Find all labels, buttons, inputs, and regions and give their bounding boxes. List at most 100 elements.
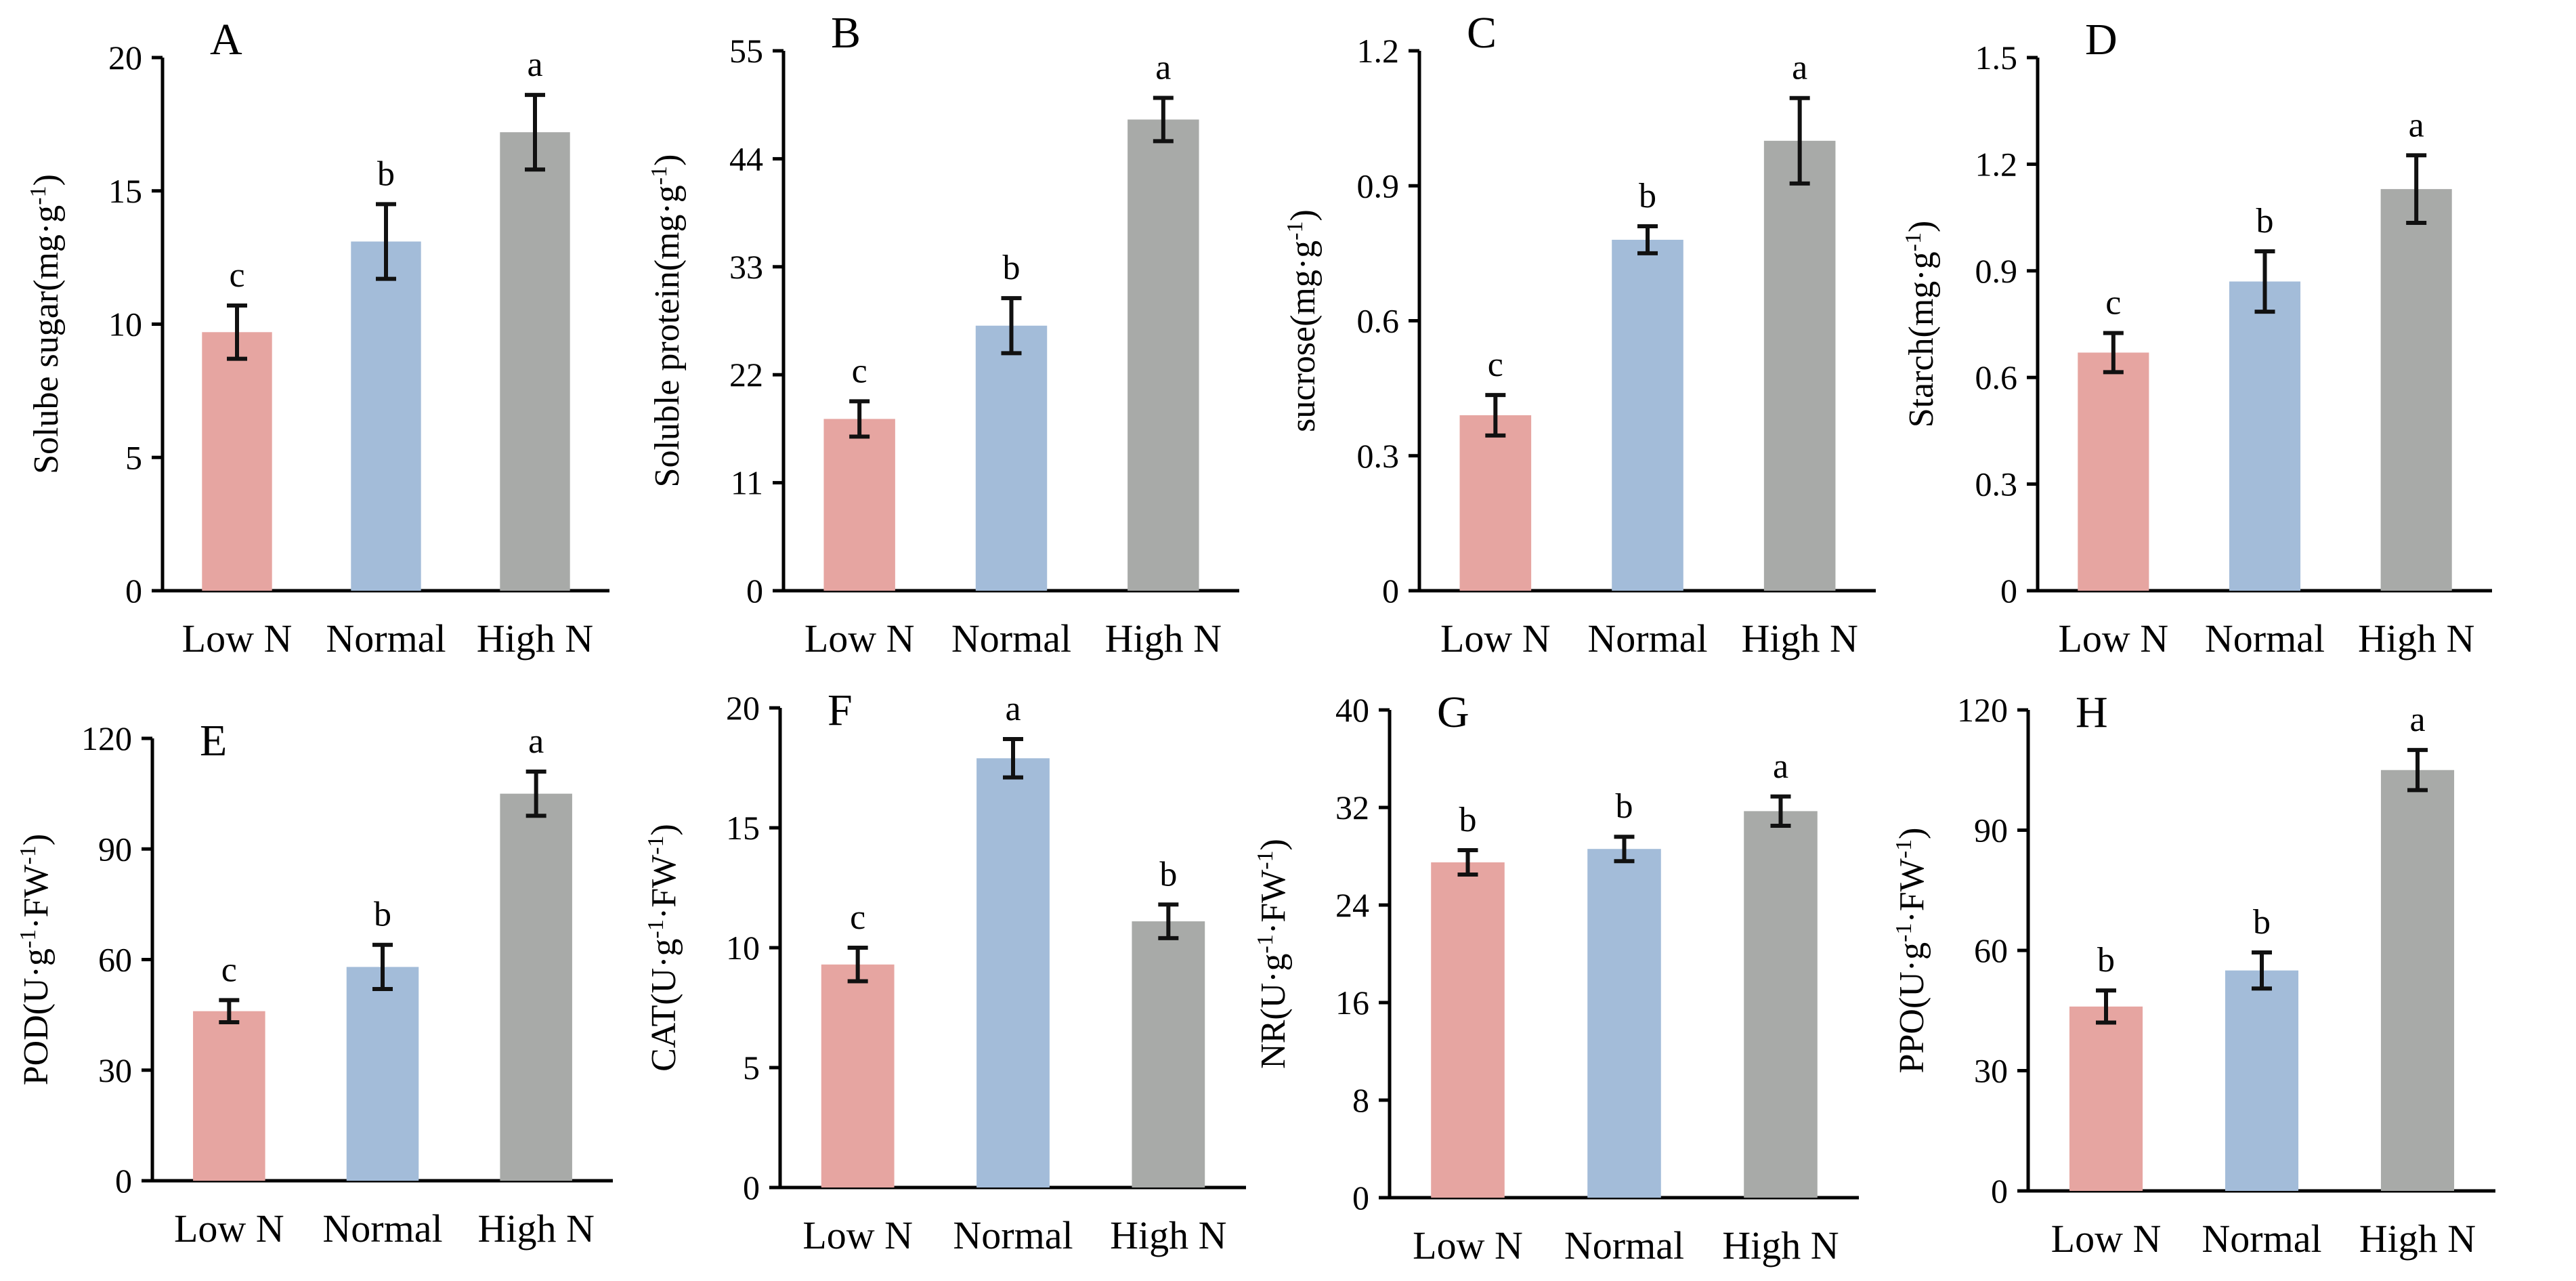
significance-letter: c	[852, 352, 867, 390]
x-category-label: Low N	[1413, 1223, 1523, 1267]
y-tick-label: 0	[115, 1162, 132, 1200]
y-tick-label: 24	[1335, 886, 1369, 924]
panel-c: 0 0.3 0.6 0.9 1.2 c Low N b Normal a High N Csucros…	[1283, 8, 1876, 660]
x-category-label: Normal	[1564, 1223, 1684, 1267]
bar-high-n	[2380, 189, 2452, 591]
bar-normal	[346, 967, 419, 1181]
y-tick-label: 0	[1382, 572, 1399, 610]
y-axis-label-superscript: -1	[1253, 934, 1278, 953]
panel-letter: F	[828, 686, 853, 735]
y-axis-label-text: )	[1254, 839, 1293, 850]
x-category-label: High N	[2359, 1217, 2476, 1261]
y-tick-label: 11	[731, 464, 763, 502]
panel-letter: G	[1437, 688, 1469, 737]
bar-high-n	[1744, 811, 1818, 1198]
y-tick-label: 0	[1991, 1172, 2008, 1210]
y-axis-label-text: Starch(mg·g	[1902, 251, 1941, 427]
y-tick-label: 5	[743, 1049, 760, 1087]
x-category-label: High N	[1110, 1213, 1226, 1257]
y-tick-label: 40	[1335, 691, 1369, 729]
y-axis-label-text: NR(U·g	[1254, 953, 1293, 1068]
x-category-label: High N	[2358, 616, 2474, 660]
x-category-label: Normal	[2205, 616, 2325, 660]
y-axis-label-text: ·FW	[1254, 870, 1293, 934]
panel-letter: B	[831, 8, 861, 58]
y-tick-label: 1.2	[1975, 145, 2018, 183]
y-axis-label: NR(U·g-1·FW-1)	[1253, 839, 1293, 1069]
y-tick-label: 15	[108, 172, 142, 210]
y-axis-label-text: sucrose(mg·g	[1284, 240, 1323, 432]
y-tick-label: 32	[1335, 789, 1369, 826]
significance-letter: c	[229, 256, 244, 295]
panel-b: 0 11 22 33 44 55 c Low N b Normal a High N B Soluble …	[647, 8, 1239, 660]
bar-normal	[351, 241, 421, 591]
y-axis-label-text: Soluble protein(mg·g	[648, 185, 687, 487]
y-axis-label-superscript: -1	[1253, 850, 1278, 869]
x-category-label: Normal	[326, 616, 446, 660]
y-axis-label-superscript: -1	[643, 919, 668, 938]
y-tick-label: 8	[1352, 1081, 1369, 1119]
y-axis-label-text: CAT(U·g	[645, 938, 683, 1071]
y-tick-label: 0.9	[1975, 252, 2018, 290]
x-category-label: Low N	[1440, 616, 1551, 660]
x-category-label: Low N	[182, 616, 293, 660]
y-axis-label-text: )	[1284, 209, 1323, 221]
x-category-label: Normal	[1587, 616, 1707, 660]
significance-letter: a	[2409, 700, 2425, 739]
bar-low-n	[1431, 862, 1505, 1198]
y-axis-label: CAT(U·g-1·FW-1)	[643, 824, 683, 1072]
y-tick-label: 16	[1335, 984, 1369, 1022]
y-tick-label: 5	[125, 438, 142, 476]
bar-low-n	[1459, 415, 1532, 591]
x-category-label: Normal	[322, 1206, 442, 1251]
y-tick-label: 55	[729, 32, 763, 70]
significance-letter: b	[1639, 177, 1656, 215]
bar-high-n	[2380, 770, 2455, 1191]
x-category-label: High N	[477, 616, 593, 660]
bar-normal	[976, 758, 1050, 1188]
y-axis-label-superscript: -1	[1283, 221, 1308, 240]
y-axis-label-text: Solube sugar(mg·g	[27, 205, 66, 474]
y-tick-label: 20	[108, 39, 142, 77]
significance-letter: c	[850, 898, 865, 937]
significance-letter: b	[377, 154, 395, 193]
panel-d: 0 0.3 0.6 0.9 1.2 1.5 c Low N b Normal a High N D Sta…	[1901, 15, 2492, 660]
y-axis-label-text: )	[645, 824, 683, 835]
y-axis-label: Soluble protein(mg·g-1)	[647, 154, 687, 488]
y-tick-label: 60	[98, 941, 132, 979]
y-axis-label-text: PPO(U·g	[1893, 942, 1931, 1074]
significance-letter: b	[1003, 249, 1021, 287]
y-axis-label-text: )	[17, 834, 56, 845]
significance-letter: a	[1155, 49, 1171, 87]
y-tick-label: 10	[726, 929, 760, 967]
y-axis-label: Solube sugar(mg·g-1)	[26, 174, 66, 474]
significance-letter: b	[2097, 941, 2115, 980]
x-category-label: High N	[1722, 1223, 1839, 1267]
y-axis-label-text: POD(U·g	[17, 948, 56, 1085]
x-category-label: Normal	[2202, 1217, 2321, 1261]
y-tick-label: 120	[1957, 691, 2008, 729]
y-tick-label: 0.3	[1357, 437, 1400, 475]
y-axis-label-superscript: -1	[1891, 923, 1916, 942]
panel-letter: A	[210, 15, 242, 64]
bar-normal	[2225, 970, 2299, 1191]
significance-letter: a	[1005, 690, 1021, 728]
bar-normal	[2229, 281, 2301, 591]
y-axis-label-superscript: -1	[16, 845, 41, 864]
y-tick-label: 0.3	[1975, 465, 2018, 503]
panel-letter: D	[2085, 15, 2118, 64]
x-category-label: High N	[1105, 616, 1222, 660]
y-tick-label: 0.6	[1357, 302, 1400, 340]
bar-high-n	[500, 793, 572, 1181]
bar-low-n	[823, 419, 895, 591]
bar-normal	[975, 325, 1048, 591]
panel-letter: E	[200, 716, 227, 765]
y-axis-label-text: ·FW	[645, 855, 683, 919]
significance-letter: b	[2256, 202, 2274, 240]
significance-letter: c	[2105, 284, 2121, 322]
y-axis-label-text: )	[1893, 828, 1931, 839]
x-category-label: Normal	[951, 616, 1071, 660]
